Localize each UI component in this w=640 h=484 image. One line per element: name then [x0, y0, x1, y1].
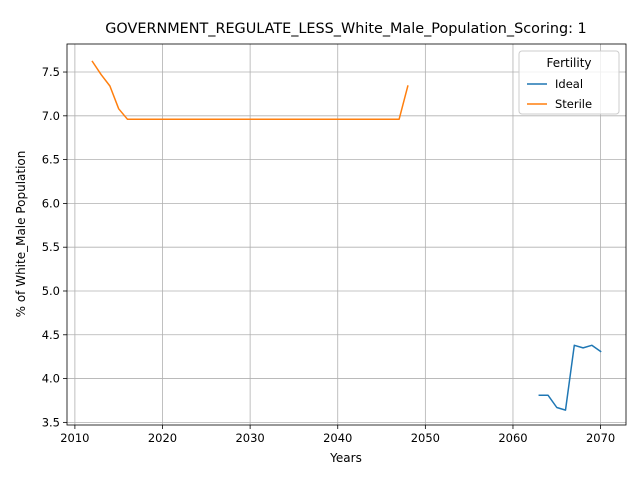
plot-frame — [66, 43, 627, 426]
x-axis-ticks: 2010 2020 2030 2040 2050 2060 2070 — [60, 425, 615, 445]
legend-label-ideal: Ideal — [555, 77, 583, 91]
legend-entries: Ideal Sterile — [527, 77, 592, 111]
legend-title: Fertility — [546, 56, 591, 70]
x-tick-label: 2040 — [323, 431, 352, 445]
x-tick-label: 2060 — [498, 431, 527, 445]
y-tick-label: 4.5 — [42, 328, 60, 342]
legend-box — [518, 50, 620, 115]
y-tick-label: 6.5 — [42, 153, 60, 167]
series-line-ideal — [538, 344, 602, 411]
y-tick-label: 5.0 — [42, 284, 60, 298]
x-tick-label: 2010 — [60, 431, 89, 445]
legend: Fertility Ideal Sterile — [518, 50, 620, 115]
series-line-sterile — [91, 60, 409, 121]
x-tick-label: 2030 — [235, 431, 264, 445]
y-tick-label: 7.5 — [42, 65, 60, 79]
y-tick-label: 3.5 — [42, 415, 60, 429]
y-tick-label: 6.0 — [42, 196, 60, 210]
y-tick-label: 4.0 — [42, 372, 60, 386]
legend-label-sterile: Sterile — [555, 97, 592, 111]
y-tick-label: 5.5 — [42, 240, 60, 254]
y-tick-label: 7.0 — [42, 109, 60, 123]
grid — [67, 44, 626, 425]
x-axis-label: Years — [329, 451, 362, 465]
series-lines — [91, 60, 602, 411]
x-tick-label: 2070 — [586, 431, 615, 445]
y-axis-ticks: 3.5 4.0 4.5 5.0 5.5 6.0 6.5 7.0 7.5 — [42, 65, 67, 429]
x-tick-label: 2050 — [411, 431, 440, 445]
chart-title: GOVERNMENT_REGULATE_LESS_White_Male_Popu… — [105, 21, 586, 37]
y-axis-label: % of White_Male Population — [14, 151, 28, 318]
x-tick-label: 2020 — [148, 431, 177, 445]
